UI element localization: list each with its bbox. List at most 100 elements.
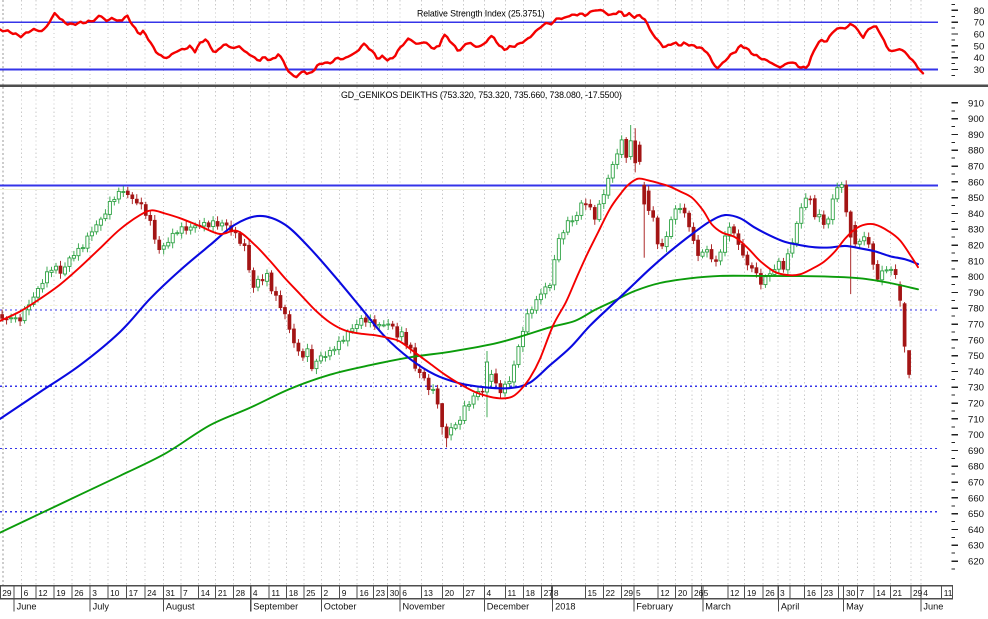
svg-text:20: 20 (445, 588, 455, 598)
svg-text:9: 9 (342, 588, 347, 598)
svg-text:30: 30 (390, 588, 400, 598)
svg-text:70: 70 (974, 18, 985, 29)
svg-text:12: 12 (38, 588, 48, 598)
svg-text:850: 850 (968, 193, 984, 204)
svg-text:31: 31 (166, 588, 176, 598)
svg-text:730: 730 (968, 383, 984, 394)
svg-text:26: 26 (765, 588, 775, 598)
svg-text:26: 26 (74, 588, 84, 598)
svg-text:8: 8 (554, 588, 559, 598)
svg-text:23: 23 (824, 588, 834, 598)
svg-text:12: 12 (730, 588, 740, 598)
svg-text:August: August (166, 602, 195, 612)
svg-text:690: 690 (968, 446, 984, 457)
svg-text:870: 870 (968, 162, 984, 173)
svg-text:790: 790 (968, 288, 984, 299)
svg-text:4: 4 (253, 588, 258, 598)
svg-text:13: 13 (424, 588, 434, 598)
svg-text:890: 890 (968, 130, 984, 141)
svg-text:29: 29 (624, 588, 634, 598)
svg-text:21: 21 (218, 588, 228, 598)
svg-text:11: 11 (271, 588, 280, 598)
svg-text:10: 10 (110, 588, 120, 598)
svg-text:16: 16 (807, 588, 817, 598)
svg-text:660: 660 (968, 493, 984, 504)
svg-text:820: 820 (968, 241, 984, 252)
svg-text:800: 800 (968, 272, 984, 283)
svg-text:Relative Strength Index (25.37: Relative Strength Index (25.3751) (417, 9, 545, 19)
svg-text:July: July (93, 602, 110, 612)
svg-text:900: 900 (968, 114, 984, 125)
svg-text:4: 4 (487, 588, 492, 598)
svg-text:November: November (403, 602, 445, 612)
svg-text:810: 810 (968, 256, 984, 267)
svg-text:October: October (324, 602, 357, 612)
svg-text:6: 6 (402, 588, 407, 598)
svg-text:750: 750 (968, 351, 984, 362)
svg-text:780: 780 (968, 304, 984, 315)
svg-text:6: 6 (24, 588, 29, 598)
svg-text:11: 11 (944, 588, 953, 598)
svg-text:860: 860 (968, 177, 984, 188)
svg-text:24: 24 (147, 588, 157, 598)
svg-text:670: 670 (968, 478, 984, 489)
svg-text:710: 710 (968, 414, 984, 425)
svg-text:640: 640 (968, 525, 984, 536)
svg-text:3: 3 (92, 588, 97, 598)
svg-text:760: 760 (968, 335, 984, 346)
svg-text:April: April (781, 602, 799, 612)
svg-text:16: 16 (359, 588, 369, 598)
svg-text:27: 27 (466, 588, 476, 598)
svg-text:28: 28 (236, 588, 246, 598)
svg-text:23: 23 (376, 588, 386, 598)
svg-text:18: 18 (526, 588, 536, 598)
svg-text:15: 15 (588, 588, 598, 598)
svg-text:720: 720 (968, 399, 984, 410)
svg-text:June: June (17, 602, 37, 612)
svg-text:12: 12 (660, 588, 670, 598)
svg-text:2018: 2018 (555, 602, 575, 612)
svg-text:19: 19 (56, 588, 66, 598)
svg-text:60: 60 (974, 29, 985, 40)
svg-text:26: 26 (694, 588, 704, 598)
svg-text:5: 5 (636, 588, 641, 598)
svg-text:80: 80 (974, 6, 985, 17)
svg-text:25: 25 (306, 588, 316, 598)
svg-text:20: 20 (678, 588, 688, 598)
svg-text:22: 22 (606, 588, 616, 598)
svg-text:19: 19 (747, 588, 757, 598)
svg-text:4: 4 (923, 588, 928, 598)
svg-text:40: 40 (974, 53, 985, 64)
svg-text:December: December (487, 602, 529, 612)
svg-text:840: 840 (968, 209, 984, 220)
svg-text:September: September (253, 602, 298, 612)
svg-text:27: 27 (544, 588, 554, 598)
svg-text:29: 29 (913, 588, 923, 598)
svg-text:17: 17 (129, 588, 139, 598)
svg-text:February: February (636, 602, 673, 612)
svg-text:14: 14 (876, 588, 886, 598)
svg-text:GD_GENIKOS DEIKTHS (753.320, 7: GD_GENIKOS DEIKTHS (753.320, 753.320, 73… (341, 90, 622, 100)
svg-text:620: 620 (968, 557, 984, 568)
svg-text:5: 5 (704, 588, 709, 598)
svg-text:910: 910 (968, 98, 984, 109)
svg-text:11: 11 (508, 588, 517, 598)
svg-text:2: 2 (324, 588, 329, 598)
svg-text:21: 21 (893, 588, 903, 598)
svg-text:700: 700 (968, 430, 984, 441)
svg-text:30: 30 (846, 588, 856, 598)
svg-text:29: 29 (2, 588, 12, 598)
svg-text:7: 7 (183, 588, 188, 598)
svg-text:May: May (846, 602, 864, 612)
svg-text:14: 14 (201, 588, 211, 598)
svg-text:740: 740 (968, 367, 984, 378)
svg-text:680: 680 (968, 462, 984, 473)
svg-text:18: 18 (289, 588, 299, 598)
svg-text:650: 650 (968, 509, 984, 520)
svg-text:3: 3 (780, 588, 785, 598)
svg-text:630: 630 (968, 541, 984, 552)
svg-text:7: 7 (860, 588, 865, 598)
svg-text:880: 880 (968, 146, 984, 157)
svg-text:770: 770 (968, 320, 984, 331)
svg-text:830: 830 (968, 225, 984, 236)
